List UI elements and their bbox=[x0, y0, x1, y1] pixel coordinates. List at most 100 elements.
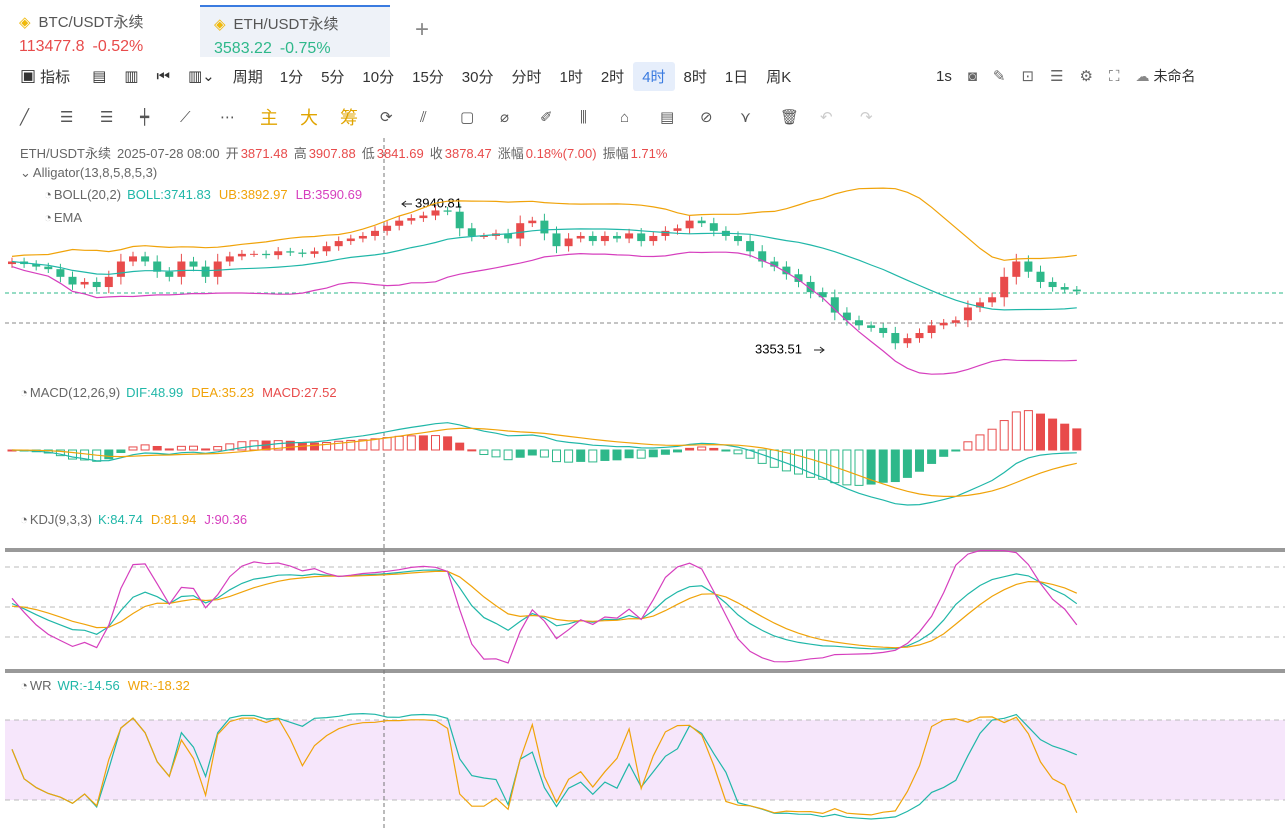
tool-icon[interactable]: ⊡ bbox=[1021, 68, 1035, 85]
interval[interactable]: 30分 bbox=[461, 68, 494, 86]
draw-icon[interactable]: ⟋ bbox=[180, 108, 191, 126]
tool-icon[interactable]: ⏮ bbox=[156, 67, 170, 85]
draw-icon[interactable]: ⟳ bbox=[380, 109, 393, 126]
tool-icon[interactable]: ▤ bbox=[92, 68, 107, 85]
interval[interactable]: 5分 bbox=[321, 68, 345, 86]
interval[interactable]: 1日 bbox=[724, 68, 749, 86]
draw-icon[interactable]: ↶ bbox=[820, 109, 833, 126]
draw-icon[interactable]: ☰ bbox=[100, 109, 114, 126]
draw-icon[interactable]: ✐ bbox=[540, 109, 553, 126]
tab-symbol: ◈ BTC/USDT永续 bbox=[19, 11, 181, 32]
interval[interactable]: 分时 bbox=[511, 68, 542, 86]
arrow bbox=[401, 200, 412, 208]
draw-icon[interactable]: ⫽ bbox=[420, 108, 427, 126]
draw-icon[interactable]: ⋯ bbox=[220, 109, 235, 126]
tool-icon[interactable]: ▥ bbox=[124, 68, 139, 85]
macd-bar bbox=[648, 449, 658, 458]
tool-icon[interactable]: ✎ bbox=[992, 68, 1006, 85]
period-btn[interactable]: 周期 bbox=[232, 68, 263, 86]
draw-icon[interactable]: ╱ bbox=[20, 109, 30, 126]
candle bbox=[8, 261, 16, 265]
draw-tool[interactable]: 主 bbox=[260, 108, 278, 128]
indicator-value: WR: bbox=[127, 678, 153, 693]
draw-icon[interactable]: ⊘ bbox=[700, 109, 713, 126]
indicator-value: MACD: bbox=[262, 385, 305, 400]
draw-tool[interactable]: 筹 bbox=[340, 108, 358, 128]
candle bbox=[189, 261, 198, 267]
v: 3741.83 bbox=[163, 187, 211, 202]
draw-icon[interactable]: ⌀ bbox=[500, 109, 510, 126]
low-label: 3353.51 bbox=[755, 341, 802, 356]
macd-bar bbox=[733, 449, 743, 455]
candle bbox=[637, 233, 646, 242]
candle bbox=[867, 325, 876, 328]
macd-bar bbox=[794, 449, 803, 475]
draw-icon[interactable]: ↷ bbox=[860, 109, 873, 126]
indicator-value: WR: bbox=[57, 678, 83, 693]
macd-bar bbox=[152, 445, 162, 451]
draw-tool[interactable]: 大 bbox=[300, 108, 318, 128]
macd-bar bbox=[55, 449, 65, 457]
tab[interactable]: ◈ BTC/USDT永续 113477.8 -0.52% bbox=[5, 5, 195, 57]
draw-icon[interactable]: ▢ bbox=[460, 109, 475, 126]
interval[interactable]: 15分 bbox=[412, 68, 444, 86]
macd-bar bbox=[1036, 413, 1045, 451]
draw-icon[interactable]: ☰ bbox=[60, 109, 74, 126]
symbol: ETH/USDT永续 bbox=[20, 146, 112, 161]
macd-bar bbox=[685, 447, 695, 451]
interval[interactable]: 8时 bbox=[683, 68, 707, 86]
candle bbox=[818, 292, 827, 298]
tool-icon[interactable]: ⚙ bbox=[1079, 68, 1093, 85]
macd-bar bbox=[503, 449, 513, 461]
interval[interactable]: 4时 bbox=[633, 61, 675, 91]
field-label: 低 bbox=[361, 146, 375, 161]
indicator-value: LB: bbox=[295, 187, 316, 202]
field-value: 3878.47 bbox=[444, 146, 492, 161]
candle bbox=[879, 327, 888, 334]
dea-line bbox=[11, 427, 1077, 497]
info-line: ETH/USDT永续 2025-07-28 08:00 开 3871.48 高 3907.… bbox=[20, 143, 673, 162]
macd-bar bbox=[987, 428, 997, 451]
macd-bar bbox=[1011, 411, 1021, 451]
interval[interactable]: 周K bbox=[766, 68, 792, 86]
draw-icon[interactable]: ⋎ bbox=[740, 109, 751, 126]
candle bbox=[467, 228, 476, 236]
macd-bar bbox=[334, 440, 344, 451]
macd-bar bbox=[273, 440, 283, 451]
interval[interactable]: 1时 bbox=[559, 68, 583, 86]
candle bbox=[625, 233, 634, 239]
refresh[interactable]: 1s bbox=[936, 67, 952, 85]
field-value: 3871.48 bbox=[240, 146, 288, 161]
candle bbox=[358, 235, 367, 239]
macd-bar bbox=[818, 449, 828, 480]
interval[interactable]: 1分 bbox=[279, 68, 304, 86]
draw-icon[interactable]: ⫼ bbox=[580, 108, 587, 126]
add-tab[interactable]: + bbox=[415, 16, 430, 43]
macd-bar bbox=[418, 435, 428, 451]
candle bbox=[201, 266, 210, 277]
macd-bar bbox=[1023, 410, 1033, 451]
layout-name[interactable]: ☁ 未命名 bbox=[1135, 66, 1195, 86]
interval[interactable]: 10分 bbox=[362, 68, 395, 86]
candle bbox=[455, 211, 464, 229]
tool-icon[interactable]: ⛶ bbox=[1108, 67, 1120, 85]
tab[interactable]: ◈ ETH/USDT永续 3583.22 -0.75% bbox=[200, 5, 390, 57]
macd-bar bbox=[975, 434, 985, 451]
draw-icon[interactable]: ⌂ bbox=[620, 108, 630, 126]
indicator-value: DIF: bbox=[126, 385, 151, 400]
candle bbox=[528, 220, 537, 224]
tool-icon[interactable]: ◙ bbox=[967, 67, 977, 85]
tool-icon[interactable]: ▥⌄ bbox=[187, 68, 215, 85]
indicator-btn[interactable]: 指标 bbox=[40, 68, 71, 86]
macd-bar bbox=[406, 435, 416, 451]
interval[interactable]: 2时 bbox=[600, 68, 625, 86]
macd-bar bbox=[80, 449, 90, 461]
macd-bar bbox=[612, 449, 622, 461]
indicator-legend: ◔ BOLL(20,2) BOLL:3741.83 UB:3892.97 LB:3590… bbox=[44, 187, 370, 202]
tool-icon[interactable]: ☰ bbox=[1050, 68, 1064, 85]
draw-icon[interactable]: ┿ bbox=[140, 109, 150, 126]
draw-icon[interactable]: 🗑 bbox=[780, 109, 800, 126]
draw-icon[interactable]: ▤ bbox=[660, 109, 675, 126]
macd-bar bbox=[104, 449, 114, 460]
macd-bar bbox=[624, 449, 634, 459]
